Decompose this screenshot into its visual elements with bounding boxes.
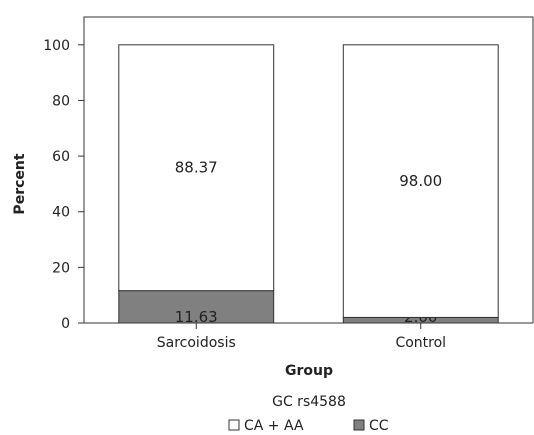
x-tick-label: Sarcoidosis	[157, 335, 236, 351]
y-tick-label: 40	[52, 205, 70, 221]
legend: CA + AA CC	[228, 418, 389, 434]
y-tick-label: 20	[52, 260, 70, 276]
legend-label: CC	[369, 418, 389, 434]
data-label: 98.00	[399, 172, 442, 190]
legend-title: GC rs4588	[272, 394, 346, 410]
legend-swatch	[353, 419, 365, 431]
bar-segment	[118, 44, 275, 292]
y-tick-label: 80	[52, 93, 70, 109]
x-axis-title: Group	[285, 363, 333, 379]
x-tick-label: Control	[395, 335, 446, 351]
y-tick-label: 0	[61, 316, 70, 332]
y-axis-title: Percent	[12, 153, 28, 214]
y-tick-label: 60	[52, 149, 70, 165]
y-tick-label: 100	[43, 38, 70, 54]
data-label: 11.63	[175, 308, 218, 326]
bar-segment	[342, 44, 499, 318]
legend-label: CA + AA	[244, 418, 304, 434]
data-label: 88.37	[175, 159, 218, 177]
plot-area: 02040608010011.6388.37Sarcoidosis2.0098.…	[43, 16, 534, 351]
legend-swatch	[228, 419, 240, 431]
plot-frame	[83, 16, 534, 323]
